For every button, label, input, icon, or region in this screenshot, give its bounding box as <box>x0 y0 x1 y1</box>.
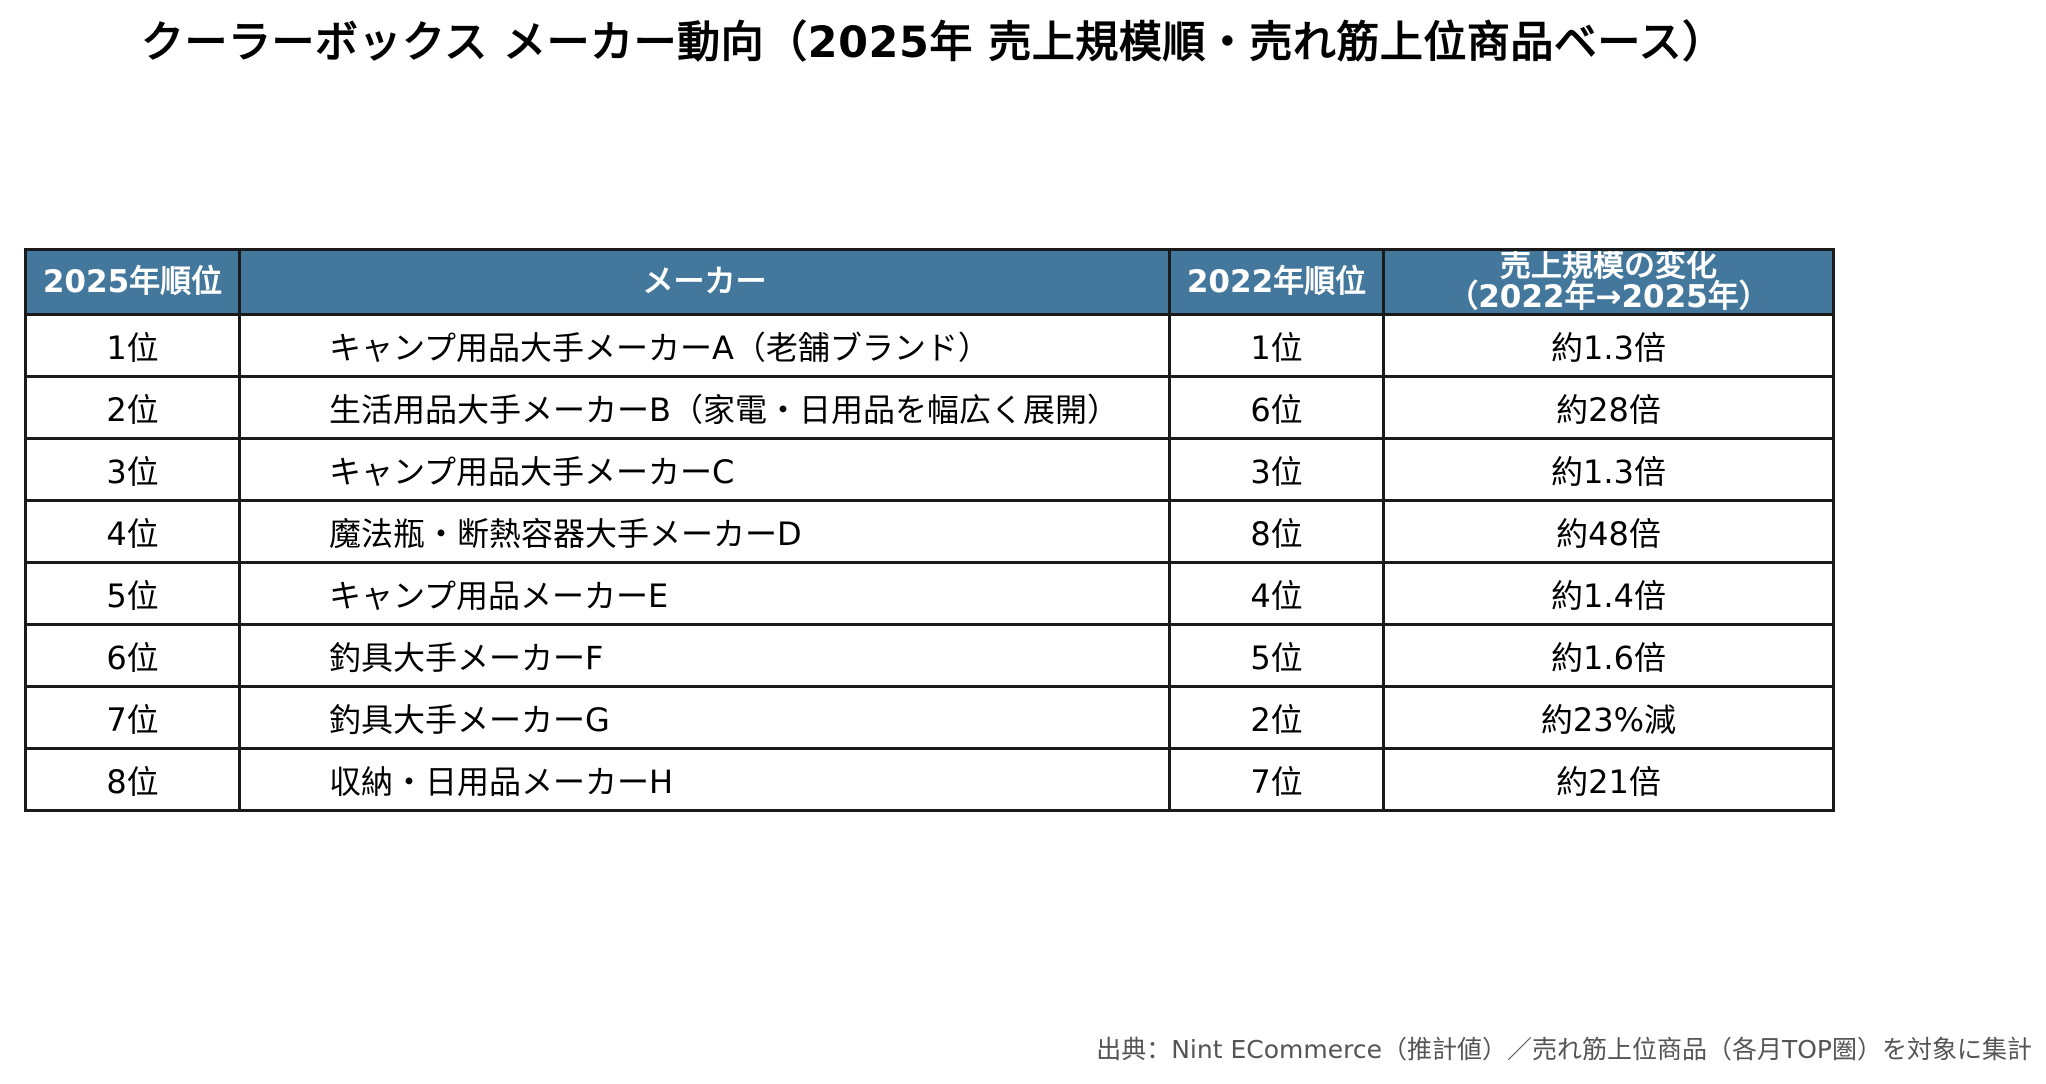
cell-sales-change: 約23%減 <box>1382 685 1835 750</box>
cell-maker: 生活用品大手メーカーB（家電・日用品を幅広く展開） <box>238 375 1171 440</box>
header-rank-2025: 2025年順位 <box>24 248 241 316</box>
table-row: 8位 収納・日用品メーカーH 7位 約21倍 <box>24 747 1835 812</box>
cell-rank-2025: 4位 <box>24 499 241 564</box>
table-row: 3位 キャンプ用品大手メーカーC 3位 約1.3倍 <box>24 437 1835 502</box>
table-row: 7位 釣具大手メーカーG 2位 約23%減 <box>24 685 1835 750</box>
header-maker: メーカー <box>238 248 1171 316</box>
cell-rank-2025: 7位 <box>24 685 241 750</box>
cell-rank-2025: 2位 <box>24 375 241 440</box>
header-rank-2022: 2022年順位 <box>1168 248 1385 316</box>
table-row: 5位 キャンプ用品メーカーE 4位 約1.4倍 <box>24 561 1835 626</box>
cell-rank-2022: 8位 <box>1168 499 1385 564</box>
source-note: 出典：Nint ECommerce（推計値）／売れ筋上位商品（各月TOP圏）を対… <box>1096 1035 2032 1064</box>
cell-maker: キャンプ用品大手メーカーA（老舗ブランド） <box>238 313 1171 378</box>
page-title: クーラーボックス メーカー動向（2025年 売上規模順・売れ筋上位商品ベース） <box>141 18 1726 68</box>
cell-sales-change: 約48倍 <box>1382 499 1835 564</box>
cell-rank-2025: 1位 <box>24 313 241 378</box>
cell-rank-2025: 6位 <box>24 623 241 688</box>
cell-maker: キャンプ用品メーカーE <box>238 561 1171 626</box>
header-sales-change: 売上規模の変化 （2022年→2025年） <box>1382 248 1835 316</box>
table-header-row: 2025年順位 メーカー 2022年順位 売上規模の変化 （2022年→2025… <box>24 248 1835 316</box>
cell-rank-2025: 8位 <box>24 747 241 812</box>
cell-rank-2022: 1位 <box>1168 313 1385 378</box>
cell-sales-change: 約1.3倍 <box>1382 437 1835 502</box>
cell-maker: キャンプ用品大手メーカーC <box>238 437 1171 502</box>
cell-maker: 魔法瓶・断熱容器大手メーカーD <box>238 499 1171 564</box>
cell-rank-2025: 5位 <box>24 561 241 626</box>
header-sales-change-line1: 売上規模の変化 <box>1500 249 1717 284</box>
cell-sales-change: 約1.4倍 <box>1382 561 1835 626</box>
table-row: 2位 生活用品大手メーカーB（家電・日用品を幅広く展開） 6位 約28倍 <box>24 375 1835 440</box>
cell-sales-change: 約1.6倍 <box>1382 623 1835 688</box>
cell-maker: 釣具大手メーカーG <box>238 685 1171 750</box>
cell-maker: 収納・日用品メーカーH <box>238 747 1171 812</box>
header-sales-change-line2: （2022年→2025年） <box>1447 279 1770 315</box>
table-row: 6位 釣具大手メーカーF 5位 約1.6倍 <box>24 623 1835 688</box>
cell-rank-2022: 4位 <box>1168 561 1385 626</box>
cell-rank-2022: 2位 <box>1168 685 1385 750</box>
cell-sales-change: 約21倍 <box>1382 747 1835 812</box>
cell-sales-change: 約1.3倍 <box>1382 313 1835 378</box>
cell-rank-2022: 6位 <box>1168 375 1385 440</box>
cell-rank-2025: 3位 <box>24 437 241 502</box>
cell-maker: 釣具大手メーカーF <box>238 623 1171 688</box>
table-row: 4位 魔法瓶・断熱容器大手メーカーD 8位 約48倍 <box>24 499 1835 564</box>
cell-sales-change: 約28倍 <box>1382 375 1835 440</box>
cell-rank-2022: 5位 <box>1168 623 1385 688</box>
maker-ranking-table: 2025年順位 メーカー 2022年順位 売上規模の変化 （2022年→2025… <box>24 248 1835 812</box>
cell-rank-2022: 7位 <box>1168 747 1385 812</box>
cell-rank-2022: 3位 <box>1168 437 1385 502</box>
table-row: 1位 キャンプ用品大手メーカーA（老舗ブランド） 1位 約1.3倍 <box>24 313 1835 378</box>
